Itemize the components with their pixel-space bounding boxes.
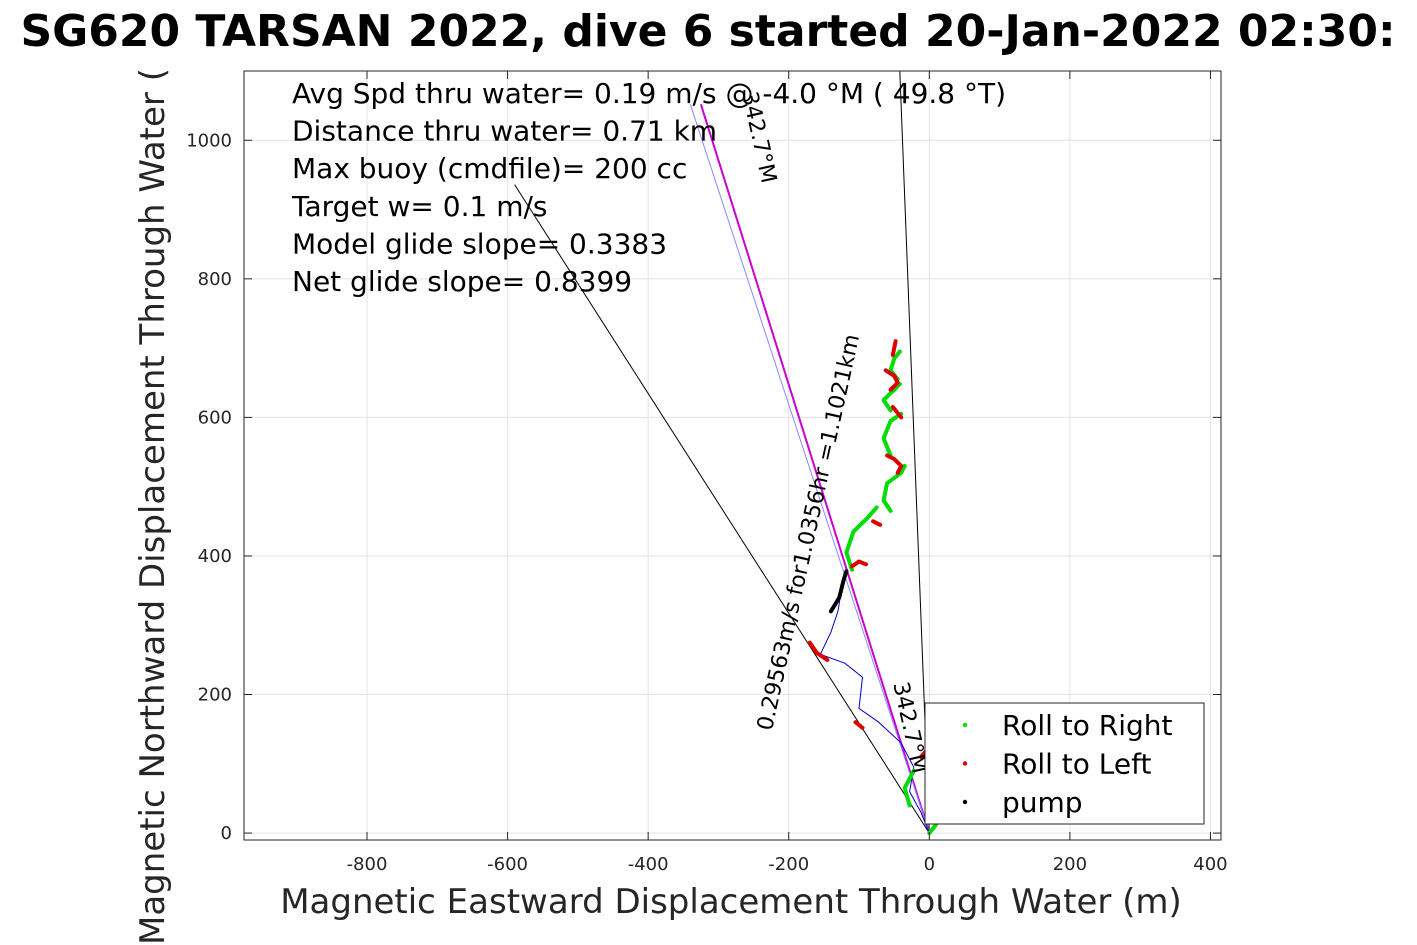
y-tick-label: 400 [198, 546, 232, 567]
legend: Roll to Right Roll to Left pump [924, 702, 1205, 825]
line-glide-cone-right [899, 70, 930, 834]
series-roll-to-right [881, 411, 904, 458]
x-tick-label: -400 [628, 854, 669, 875]
legend-box [924, 702, 1205, 825]
series-roll-to-left [853, 720, 865, 730]
series-roll-to-left [885, 453, 904, 475]
x-tick-label: 0 [924, 854, 935, 875]
series-roll-to-right [881, 382, 902, 413]
y-tick-label: 200 [198, 685, 232, 706]
legend-entry: pump [1002, 786, 1083, 819]
x-tick-label: 400 [1193, 854, 1227, 875]
grid-lines [244, 71, 1221, 840]
series-roll-to-left [890, 405, 904, 420]
annotation-line: Model glide slope= 0.3383 [292, 227, 667, 260]
line-course [699, 104, 931, 834]
chart-title: SG620 TARSAN 2022, dive 6 started 20-Jan… [20, 6, 1395, 57]
x-tick-label: -600 [487, 854, 528, 875]
legend-entry: Roll to Left [1002, 748, 1151, 781]
x-tick-label: -200 [768, 854, 809, 875]
line-track [819, 573, 930, 834]
series-pump [828, 569, 849, 614]
y-tick-label: 0 [221, 823, 232, 844]
series-roll-to-right [844, 505, 879, 572]
y-tick-label: 1000 [186, 130, 232, 151]
x-tick-label: 200 [1053, 854, 1087, 875]
series-roll-to-left [871, 519, 883, 527]
legend-marker [962, 799, 968, 805]
legend-marker [962, 761, 968, 766]
annotation-line: Avg Spd thru water= 0.19 m/s @ -4.0 °M (… [292, 77, 1006, 110]
y-axis-label: Magnetic Northward Displacement Through … [133, 68, 173, 945]
legend-entry: Roll to Right [1002, 709, 1173, 742]
y-tick-label: 600 [198, 407, 232, 428]
y-tick-label: 800 [198, 269, 232, 290]
series-roll-to-left [890, 339, 898, 357]
annotation-line: Net glide slope= 0.8399 [292, 265, 632, 298]
x-tick-label: -800 [347, 854, 388, 875]
annotation-line: Target w= 0.1 m/s [291, 190, 548, 223]
annotation-block: Avg Spd thru water= 0.19 m/s @ -4.0 °M (… [291, 77, 1006, 298]
annotation-line: Max buoy (cmdfile)= 200 cc [292, 152, 687, 185]
series-roll-to-left [883, 368, 900, 392]
plot-frame [243, 70, 1222, 841]
series-roll-to-right [902, 768, 916, 808]
legend-marker [962, 722, 968, 728]
x-axis-label: Magnetic Eastward Displacement Through W… [280, 882, 1182, 922]
line-current [689, 104, 930, 834]
series-roll-to-left [807, 640, 830, 662]
axis-ticks: -800 -600 -400 -200 0 200 400 0 200 400 600 800 1000 [186, 71, 1228, 875]
series-roll-to-left [850, 559, 868, 569]
series-roll-to-right [881, 463, 907, 513]
annotation-line: Distance thru water= 0.71 km [292, 115, 717, 148]
